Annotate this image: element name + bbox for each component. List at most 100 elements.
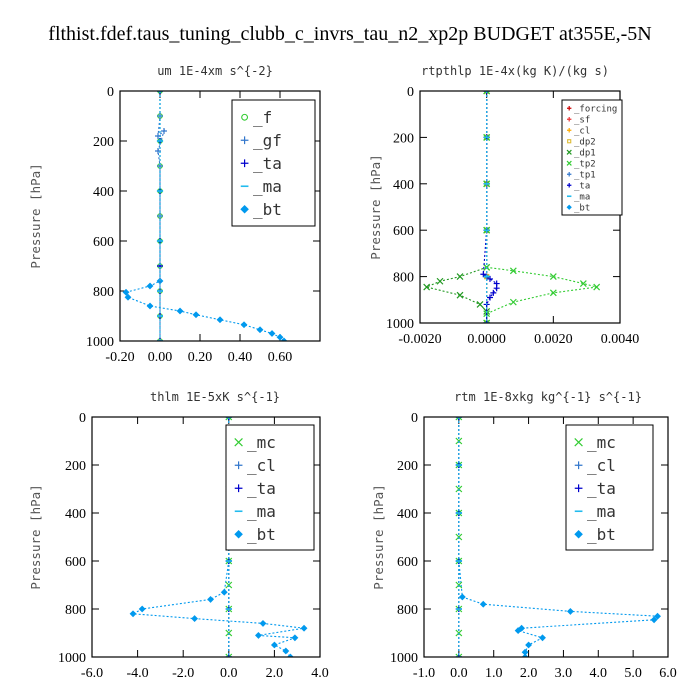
data-point [286, 653, 294, 657]
x-tick-label: 0.0000 [467, 332, 506, 347]
data-point [259, 619, 267, 627]
figure-title: flthist.fdef.taus_tuning_clubb_c_invrs_t… [48, 23, 651, 45]
legend-label: _cl [247, 456, 276, 475]
legend-symbol [566, 204, 572, 210]
legend-label: _ta [574, 181, 590, 191]
y-tick-label: 600 [393, 224, 414, 239]
data-point [487, 294, 493, 301]
y-tick-label: 600 [65, 555, 86, 570]
y-tick-label: 600 [397, 555, 418, 570]
panel-title: thlm 1E-5xK s^{-1} [150, 390, 280, 404]
data-point [225, 653, 233, 657]
legend-label: _bt [574, 203, 590, 213]
x-tick-label: 0.40 [228, 350, 253, 365]
data-point [579, 280, 587, 287]
data-point [138, 605, 146, 613]
y-tick-label: 200 [93, 135, 114, 150]
data-point [476, 301, 484, 308]
x-tick-label: 4.0 [590, 666, 608, 681]
legend: _mc _cl _ta _ma _bt [565, 424, 654, 551]
legend-label: _ma [253, 177, 282, 196]
data-point [146, 282, 154, 290]
x-tick-label: -0.0020 [398, 332, 441, 347]
x-tick-label: -4.0 [127, 666, 149, 681]
legend-symbol [240, 204, 249, 214]
legend-label: _cl [574, 126, 590, 136]
x-tick-label: -1.0 [413, 666, 435, 681]
legend-label: _f [253, 108, 272, 127]
x-tick-label: 2.0 [266, 666, 284, 681]
legend-label: _forcing [574, 104, 617, 114]
data-point [129, 610, 137, 618]
data-point [161, 128, 167, 134]
panel-title: rtpthlp 1E-4x(kg K)/(kg s) [421, 64, 609, 78]
legend-label: _tp2 [574, 159, 596, 169]
legend-label: _ta [253, 154, 282, 173]
data-point [490, 289, 497, 296]
legend-box [225, 424, 315, 551]
x-tick-label: 0.20 [188, 350, 213, 365]
plot-area [122, 91, 288, 341]
y-tick-label: 400 [93, 185, 114, 200]
legend-symbol [567, 117, 572, 122]
data-point [423, 283, 431, 291]
y-axis-label: Pressure [hPa] [28, 484, 43, 589]
data-point [176, 307, 184, 315]
data-point [240, 321, 248, 329]
data-point [509, 298, 517, 306]
legend-label: _ma [247, 502, 276, 521]
legend-label: _bt [587, 525, 616, 544]
data-point [192, 311, 200, 319]
x-tick-label: 0.00 [148, 350, 173, 365]
data-point [146, 302, 154, 310]
x-tick-label: -0.20 [105, 350, 134, 365]
data-point [268, 330, 276, 337]
legend-symbol [234, 529, 243, 539]
legend: _f _gf _ta _ma _bt [231, 99, 316, 227]
series-ma [483, 91, 490, 323]
chart-panels: um 1E-4xm s^{-2}Pressure [hPa]-0.20 0.00 0… [28, 64, 677, 681]
data-point [509, 267, 517, 275]
data-point [436, 277, 444, 285]
legend-symbol [567, 139, 572, 144]
x-tick-label: -2.0 [172, 666, 194, 681]
data-point [593, 283, 601, 291]
y-tick-label: 400 [397, 507, 418, 522]
y-tick-label: 400 [393, 178, 414, 193]
plot-area [423, 91, 601, 323]
legend-box [565, 424, 654, 551]
legend-symbol [574, 461, 583, 470]
legend-symbol [567, 106, 572, 111]
y-tick-label: 600 [93, 235, 114, 250]
data-point [539, 634, 546, 642]
legend-label: _dp1 [574, 148, 596, 158]
legend-symbol [234, 461, 243, 470]
legend-symbol [241, 113, 249, 121]
data-point [654, 612, 661, 620]
chart-panel-3: thlm 1E-5xK s^{-1} Pressure [hPa] -6.0 -4.0… [28, 390, 329, 681]
data-point [122, 288, 130, 296]
series-ma [157, 91, 163, 341]
legend-symbol [574, 529, 583, 539]
legend-label: _cl [587, 456, 616, 475]
legend-label: _ma [587, 502, 616, 521]
data-point [487, 275, 493, 282]
x-tick-label: 4.0 [311, 666, 329, 681]
legend-symbol [240, 136, 249, 145]
data-point [458, 593, 466, 601]
data-point [480, 271, 487, 278]
panel-title: rtm 1E-8xkg kg^{-1} s^{-1} [454, 390, 642, 404]
data-point [514, 627, 522, 635]
data-point [483, 91, 491, 95]
x-tick-label: 0.60 [268, 350, 293, 365]
data-point [479, 600, 487, 608]
legend: _mc _cl _ta _ma _bt [225, 424, 315, 551]
y-axis-label: Pressure [hPa] [28, 163, 43, 268]
y-tick-label: 1000 [58, 651, 86, 666]
y-tick-label: 0 [107, 85, 114, 100]
data-point [300, 624, 308, 632]
y-tick-label: 0 [407, 85, 414, 100]
x-tick-label: 5.0 [624, 666, 642, 681]
x-tick-label: 3.0 [555, 666, 573, 681]
